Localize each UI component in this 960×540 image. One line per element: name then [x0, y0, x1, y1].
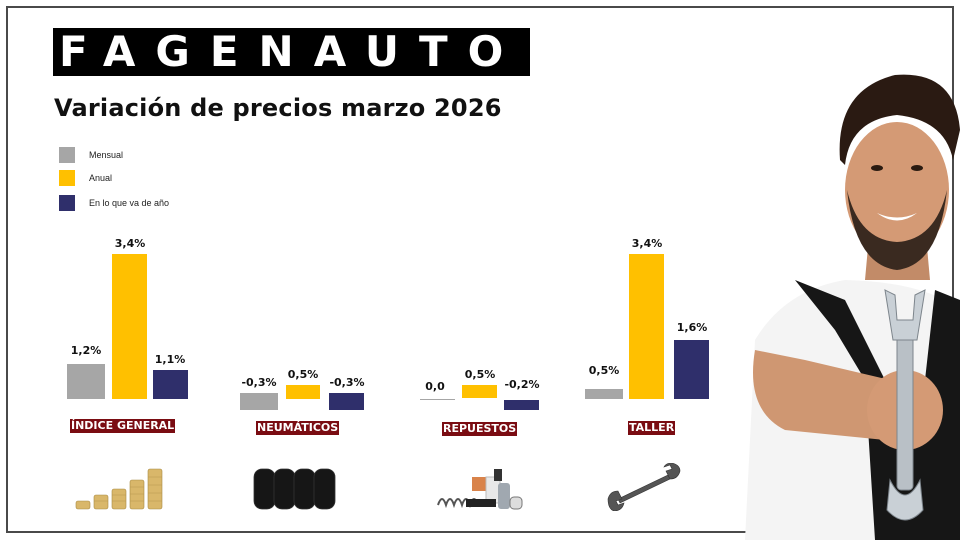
fagenauto-logo: FAGENAUTO — [53, 28, 530, 76]
legend-item-anual: Anual — [59, 170, 259, 186]
bar-ytd — [504, 400, 539, 410]
legend-swatch-mensual — [59, 147, 75, 163]
data-label-mensual: -0,3% — [241, 376, 277, 389]
category-label: REPUESTOS — [442, 422, 518, 436]
data-label-mensual: 0,0 — [425, 380, 445, 393]
bar-mensual — [67, 364, 105, 399]
bar-ytd — [329, 393, 364, 410]
category-label: TALLER — [628, 421, 676, 435]
data-label-anual: 0,5% — [464, 368, 496, 381]
legend-swatch-anual — [59, 170, 75, 186]
legend-item-ytd: En lo que va de año — [59, 195, 259, 211]
legend-swatch-ytd — [59, 195, 75, 211]
bar-anual — [112, 254, 147, 399]
legend-label: Anual — [89, 173, 113, 183]
bar-anual — [286, 385, 320, 399]
data-label-mensual: 0,5% — [588, 364, 620, 377]
category-label: ÍNDICE GENERAL — [70, 419, 176, 433]
bar-ytd — [674, 340, 709, 399]
tires-icon — [253, 468, 336, 510]
data-label-mensual: 1,2% — [70, 344, 102, 357]
category-label: NEUMÁTICOS — [256, 421, 340, 435]
legend-label: Mensual — [89, 150, 124, 160]
bar-mensual — [240, 393, 278, 410]
data-label-ytd: 1,1% — [154, 353, 186, 366]
bar-mensual — [585, 389, 623, 399]
data-label-ytd: -0,3% — [329, 376, 365, 389]
legend-label: En lo que va de año — [89, 198, 170, 208]
data-label-anual: 3,4% — [631, 237, 663, 250]
coin-stacks-icon — [75, 468, 163, 510]
bar-anual — [629, 254, 664, 399]
mechanic-photo — [745, 74, 960, 540]
data-label-anual: 3,4% — [114, 237, 146, 250]
bar-anual — [462, 385, 497, 398]
legend-item-mensual: Mensual — [59, 147, 259, 163]
data-label-ytd: 1,6% — [676, 321, 708, 334]
data-label-ytd: -0,2% — [504, 378, 540, 391]
bar-mensual — [420, 399, 455, 400]
data-label-anual: 0,5% — [287, 368, 319, 381]
car-parts-icon — [437, 469, 523, 510]
bar-ytd — [153, 370, 188, 399]
slide-frame — [6, 6, 954, 533]
page-title: Variación de precios marzo 2026 — [54, 94, 502, 122]
wrench-icon — [607, 463, 681, 511]
